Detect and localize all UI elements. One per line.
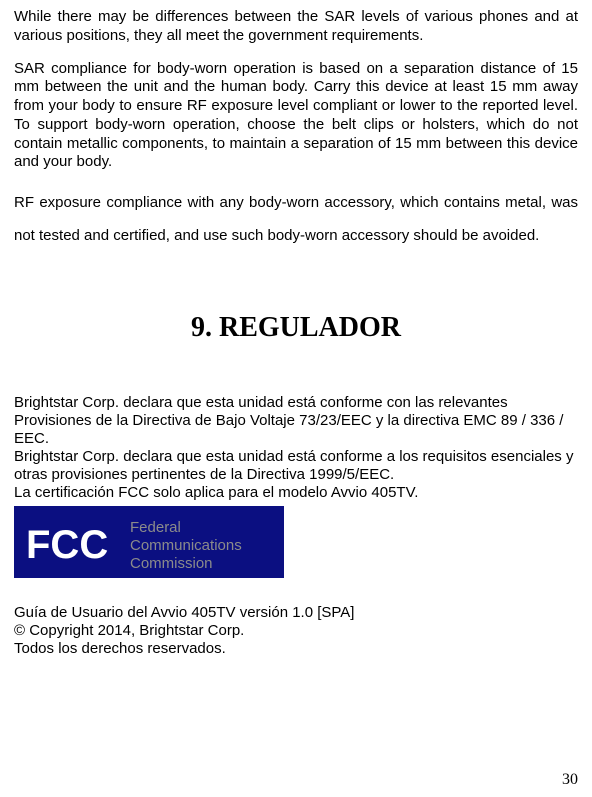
fcc-logo-letters: FCC <box>26 523 108 567</box>
page-number: 30 <box>562 771 578 789</box>
copyright-block: Guía de Usuario del Avvio 405TV versión … <box>14 604 578 658</box>
fcc-text-line-2: Communications <box>130 537 242 554</box>
fcc-text-line-3: Commission <box>130 555 213 572</box>
copyright-line-2: © Copyright 2014, Brightstar Corp. <box>14 622 578 640</box>
regulador-block: Brightstar Corp. declara que esta unidad… <box>14 394 578 502</box>
section-heading-regulador: 9. REGULADOR <box>14 312 578 344</box>
fcc-logo: FCC Federal Communications Commission <box>14 506 284 578</box>
regulador-line-3: La certificación FCC solo aplica para el… <box>14 484 578 502</box>
fcc-text-line-1: Federal <box>130 519 181 536</box>
paragraph-sar-compliance: SAR compliance for body-worn operation i… <box>14 60 578 173</box>
paragraph-rf-exposure: RF exposure compliance with any body-wor… <box>14 186 578 252</box>
copyright-line-1: Guía de Usuario del Avvio 405TV versión … <box>14 604 578 622</box>
regulador-line-1: Brightstar Corp. declara que esta unidad… <box>14 394 578 448</box>
page: While there may be differences between t… <box>0 0 592 797</box>
regulador-line-2: Brightstar Corp. declara que esta unidad… <box>14 448 578 484</box>
paragraph-sar-levels: While there may be differences between t… <box>14 8 578 46</box>
copyright-line-3: Todos los derechos reservados. <box>14 640 578 658</box>
